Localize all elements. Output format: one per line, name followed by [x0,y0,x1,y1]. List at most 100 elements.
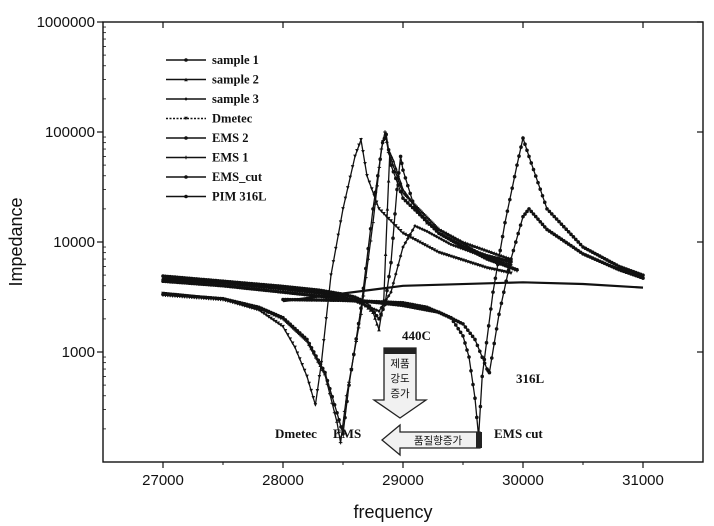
series-7-point-127 [466,328,470,332]
series-2-point-29 [230,282,235,287]
series-5-point-39 [254,305,259,310]
series-5-point-138 [485,255,489,260]
series-5-point-131 [468,246,472,250]
series-3-point-52 [286,333,290,337]
series-6-point-125 [571,235,576,239]
series-5-point-146 [503,263,508,268]
series-6-point-100 [515,163,519,167]
series-3-point-114 [430,246,434,251]
series-3-point-68 [322,338,326,343]
series-6-point-98 [510,186,514,190]
annotation-dmetec: Dmetec [275,426,317,441]
series-5-point-31 [235,301,240,305]
series-2-point-62 [310,290,314,295]
series-1-point-133 [473,244,477,249]
series-2-point-46 [271,286,276,291]
series-5-point-128 [461,241,465,246]
series-3-point-79 [348,175,352,180]
series-5-point-48 [276,314,280,319]
series-7-point-138 [490,356,494,360]
series-5-point-88 [368,239,373,243]
legend-marker-5 [184,155,188,160]
series-5-point-133 [473,248,477,253]
series-6-point-109 [533,174,538,178]
series-2-point-36 [247,284,252,288]
legend-label-3: Dmetec [212,112,253,126]
series-5-point-77 [342,409,347,414]
legend-marker-4 [184,136,188,140]
series-5-point-111 [420,210,424,215]
series-3-point-48 [276,321,280,326]
series-5-point-28 [228,299,232,304]
series-6-point-95 [503,220,507,225]
legend: sample 1 sample 2 sample 3 Dmetec EMS 2 EMS 1… [166,53,267,204]
series-6-point-74 [458,330,463,335]
series-5-point-86 [364,275,368,280]
legend-marker-0 [184,58,188,62]
series-6-point-128 [578,242,583,247]
series-5-point-140 [489,257,494,262]
series-2-point-101 [403,241,408,245]
series-6-point-117 [552,214,556,219]
series-2-point-143 [504,261,508,266]
series-2-point-90 [377,309,381,313]
series-7-point-160 [540,222,545,227]
series-2-point-22 [214,281,218,285]
series-2-point-127 [466,248,470,253]
series-5-point-149 [510,266,515,271]
series-6-point-87 [484,340,489,345]
series-1-point-131 [468,242,472,247]
series-5-point-42 [262,308,266,313]
series-2-point-98 [396,263,400,267]
series-3-point-84 [359,137,363,142]
series-1-point-138 [485,248,489,253]
series-5-point-81 [352,353,356,357]
series-5-point-71 [330,401,334,406]
legend-label-4: EMS 2 [212,131,248,145]
series-3-point-81 [353,154,357,159]
series-5-point-127 [458,240,463,244]
x-tick-label-2: 29000 [382,472,424,489]
series-6-point-90 [491,290,495,294]
series-2-point-116 [439,237,444,242]
series-2-point-94 [386,294,391,298]
series-5-point-106 [408,198,412,202]
series-4-point-114 [430,224,434,229]
annotation-ems: EMS [333,426,361,441]
series-1-point-140 [490,250,494,255]
series-2-point-53 [288,288,292,293]
series-6-point-105 [525,148,529,153]
series-3-point-116 [434,249,439,254]
series-5-point-120 [442,230,446,235]
series-7-point-148 [514,240,518,244]
series-5-point-124 [451,236,456,240]
series-5-point-37 [250,304,254,309]
series-7-point-154 [527,207,531,211]
series-3-point-43 [264,313,268,317]
series-5-point-75 [338,440,343,445]
series-3-point-104 [406,234,410,238]
series-6-point-110 [536,180,540,185]
series-2-point-114 [434,234,439,239]
legend-marker-2 [184,97,188,101]
series-3-point-87 [365,173,369,178]
x-tick-label-1: 28000 [262,472,304,489]
series-2-point-60 [305,290,309,295]
series-1-point-88 [371,310,375,315]
series-2-point-122 [454,244,458,249]
series-3-point-83 [357,143,361,148]
series-line-6 [282,135,644,437]
series-2-point-106 [415,225,420,229]
series-5-point-113 [425,215,429,220]
series-0-point-103 [401,168,405,172]
series-2-point-5 [173,278,177,282]
series-6-point-122 [564,227,568,232]
series-2-point-12 [190,279,194,283]
series-5-point-74 [337,430,341,435]
series-5-point-123 [449,234,453,239]
series-0-point-98 [393,212,397,216]
annotation-440c: 440C [402,328,431,343]
series-6-point-101 [517,154,521,158]
series-5-point-142 [494,259,499,264]
